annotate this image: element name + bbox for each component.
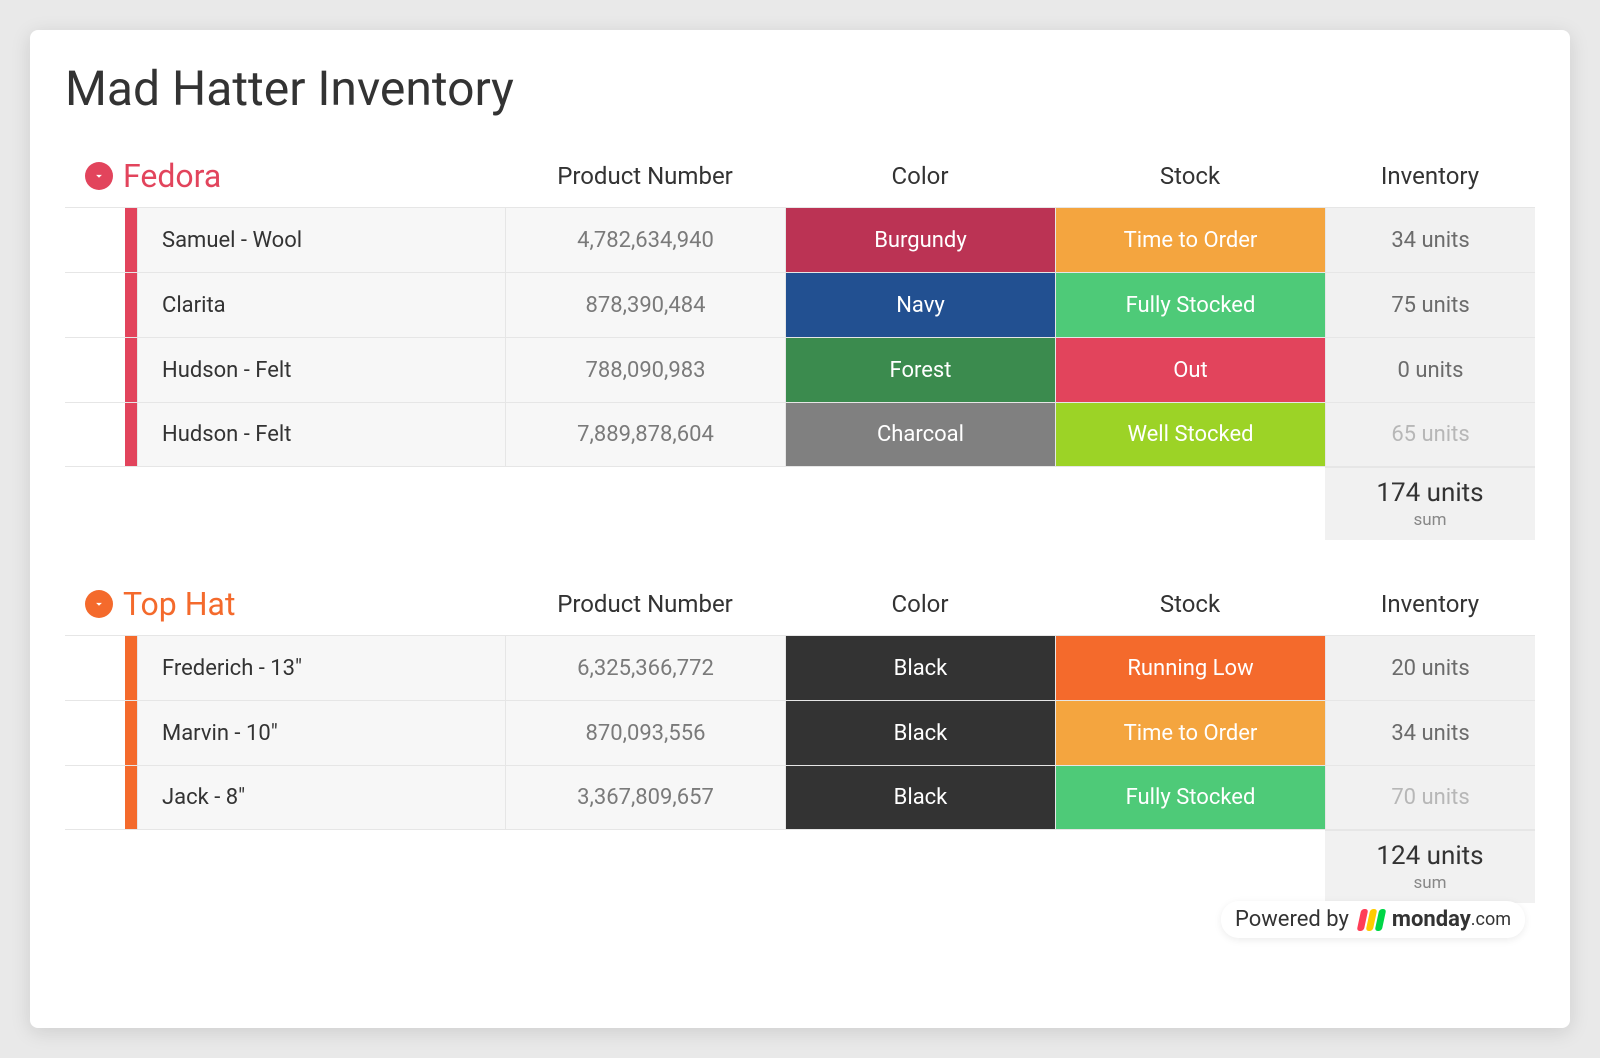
columns-header: Product NumberColorStockInventory (505, 162, 1535, 190)
cell-inventory[interactable]: 20 units (1325, 636, 1535, 700)
table-row[interactable]: Clarita878,390,484NavyFully Stocked75 un… (65, 272, 1535, 337)
group-tophat: Top Hat Product NumberColorStockInventory… (65, 585, 1535, 903)
row-indent (65, 403, 125, 466)
column-header-inventory[interactable]: Inventory (1325, 162, 1535, 190)
cell-product-number[interactable]: 4,782,634,940 (505, 208, 785, 272)
column-header-color[interactable]: Color (785, 162, 1055, 190)
row-handle[interactable] (125, 273, 137, 337)
columns-header: Product NumberColorStockInventory (505, 590, 1535, 618)
column-header-inventory[interactable]: Inventory (1325, 590, 1535, 618)
row-name[interactable]: Hudson - Felt (137, 338, 505, 402)
column-header-stock[interactable]: Stock (1055, 162, 1325, 190)
group-name[interactable]: Fedora (123, 157, 221, 195)
cell-stock[interactable]: Fully Stocked (1055, 766, 1325, 829)
rows-container: Samuel - Wool4,782,634,940BurgundyTime t… (65, 207, 1535, 467)
collapse-toggle-icon[interactable] (85, 590, 113, 618)
row-name[interactable]: Clarita (137, 273, 505, 337)
cell-inventory[interactable]: 70 units (1325, 766, 1535, 829)
cell-color[interactable]: Burgundy (785, 208, 1055, 272)
cell-color[interactable]: Navy (785, 273, 1055, 337)
row-name[interactable]: Frederich - 13" (137, 636, 505, 700)
column-header-stock[interactable]: Stock (1055, 590, 1325, 618)
table-row[interactable]: Hudson - Felt7,889,878,604CharcoalWell S… (65, 402, 1535, 467)
row-handle[interactable] (125, 701, 137, 765)
column-header-product[interactable]: Product Number (505, 162, 785, 190)
row-indent (65, 338, 125, 402)
powered-by-brand: monday (1392, 907, 1471, 932)
row-handle[interactable] (125, 208, 137, 272)
row-name[interactable]: Hudson - Felt (137, 403, 505, 466)
sum-label: sum (1325, 873, 1535, 893)
sum-label: sum (1325, 510, 1535, 530)
row-name[interactable]: Marvin - 10" (137, 701, 505, 765)
cell-stock[interactable]: Running Low (1055, 636, 1325, 700)
cell-color[interactable]: Black (785, 766, 1055, 829)
group-name[interactable]: Top Hat (123, 585, 235, 623)
sum-value: 174 units (1325, 478, 1535, 508)
row-indent (65, 208, 125, 272)
cell-inventory[interactable]: 65 units (1325, 403, 1535, 466)
row-name[interactable]: Jack - 8" (137, 766, 505, 829)
cell-stock[interactable]: Time to Order (1055, 701, 1325, 765)
cell-product-number[interactable]: 870,093,556 (505, 701, 785, 765)
cell-color[interactable]: Charcoal (785, 403, 1055, 466)
table-row[interactable]: Jack - 8"3,367,809,657BlackFully Stocked… (65, 765, 1535, 830)
row-indent (65, 766, 125, 829)
cell-stock[interactable]: Well Stocked (1055, 403, 1325, 466)
row-handle[interactable] (125, 338, 137, 402)
page-title: Mad Hatter Inventory (65, 60, 1535, 117)
rows-container: Frederich - 13"6,325,366,772BlackRunning… (65, 635, 1535, 830)
sum-box: 174 unitssum (1325, 467, 1535, 540)
row-handle[interactable] (125, 766, 137, 829)
row-handle[interactable] (125, 403, 137, 466)
column-header-color[interactable]: Color (785, 590, 1055, 618)
groups-container: FedoraProduct NumberColorStockInventoryS… (65, 157, 1535, 903)
powered-by-badge[interactable]: Powered by monday .com (1221, 901, 1525, 938)
row-name[interactable]: Samuel - Wool (137, 208, 505, 272)
cell-product-number[interactable]: 878,390,484 (505, 273, 785, 337)
cell-product-number[interactable]: 3,367,809,657 (505, 766, 785, 829)
group-fedora: FedoraProduct NumberColorStockInventoryS… (65, 157, 1535, 540)
table-row[interactable]: Marvin - 10"870,093,556BlackTime to Orde… (65, 700, 1535, 765)
table-row[interactable]: Samuel - Wool4,782,634,940BurgundyTime t… (65, 207, 1535, 272)
cell-inventory[interactable]: 34 units (1325, 208, 1535, 272)
sum-row: 174 unitssum (65, 467, 1535, 540)
row-indent (65, 273, 125, 337)
cell-product-number[interactable]: 6,325,366,772 (505, 636, 785, 700)
row-indent (65, 701, 125, 765)
column-header-product[interactable]: Product Number (505, 590, 785, 618)
group-header: Fedora Product NumberColorStockInventory (85, 157, 1535, 195)
sum-row: 124 unitssum (65, 830, 1535, 903)
cell-inventory[interactable]: 75 units (1325, 273, 1535, 337)
table-row[interactable]: Hudson - Felt788,090,983ForestOut0 units (65, 337, 1535, 402)
sum-box: 124 unitssum (1325, 830, 1535, 903)
board-container: Mad Hatter Inventory Fedora Product Numbe… (30, 30, 1570, 1028)
cell-inventory[interactable]: 0 units (1325, 338, 1535, 402)
table-row[interactable]: Frederich - 13"6,325,366,772BlackRunning… (65, 635, 1535, 700)
cell-product-number[interactable]: 7,889,878,604 (505, 403, 785, 466)
cell-color[interactable]: Forest (785, 338, 1055, 402)
cell-inventory[interactable]: 34 units (1325, 701, 1535, 765)
powered-by-prefix: Powered by (1235, 907, 1349, 932)
cell-color[interactable]: Black (785, 636, 1055, 700)
row-indent (65, 636, 125, 700)
cell-product-number[interactable]: 788,090,983 (505, 338, 785, 402)
cell-stock[interactable]: Out (1055, 338, 1325, 402)
cell-color[interactable]: Black (785, 701, 1055, 765)
monday-logo-icon (1359, 909, 1386, 931)
cell-stock[interactable]: Fully Stocked (1055, 273, 1325, 337)
collapse-toggle-icon[interactable] (85, 162, 113, 190)
group-header: Top Hat Product NumberColorStockInventory (85, 585, 1535, 623)
cell-stock[interactable]: Time to Order (1055, 208, 1325, 272)
powered-by-suffix: .com (1471, 909, 1511, 930)
sum-value: 124 units (1325, 841, 1535, 871)
row-handle[interactable] (125, 636, 137, 700)
